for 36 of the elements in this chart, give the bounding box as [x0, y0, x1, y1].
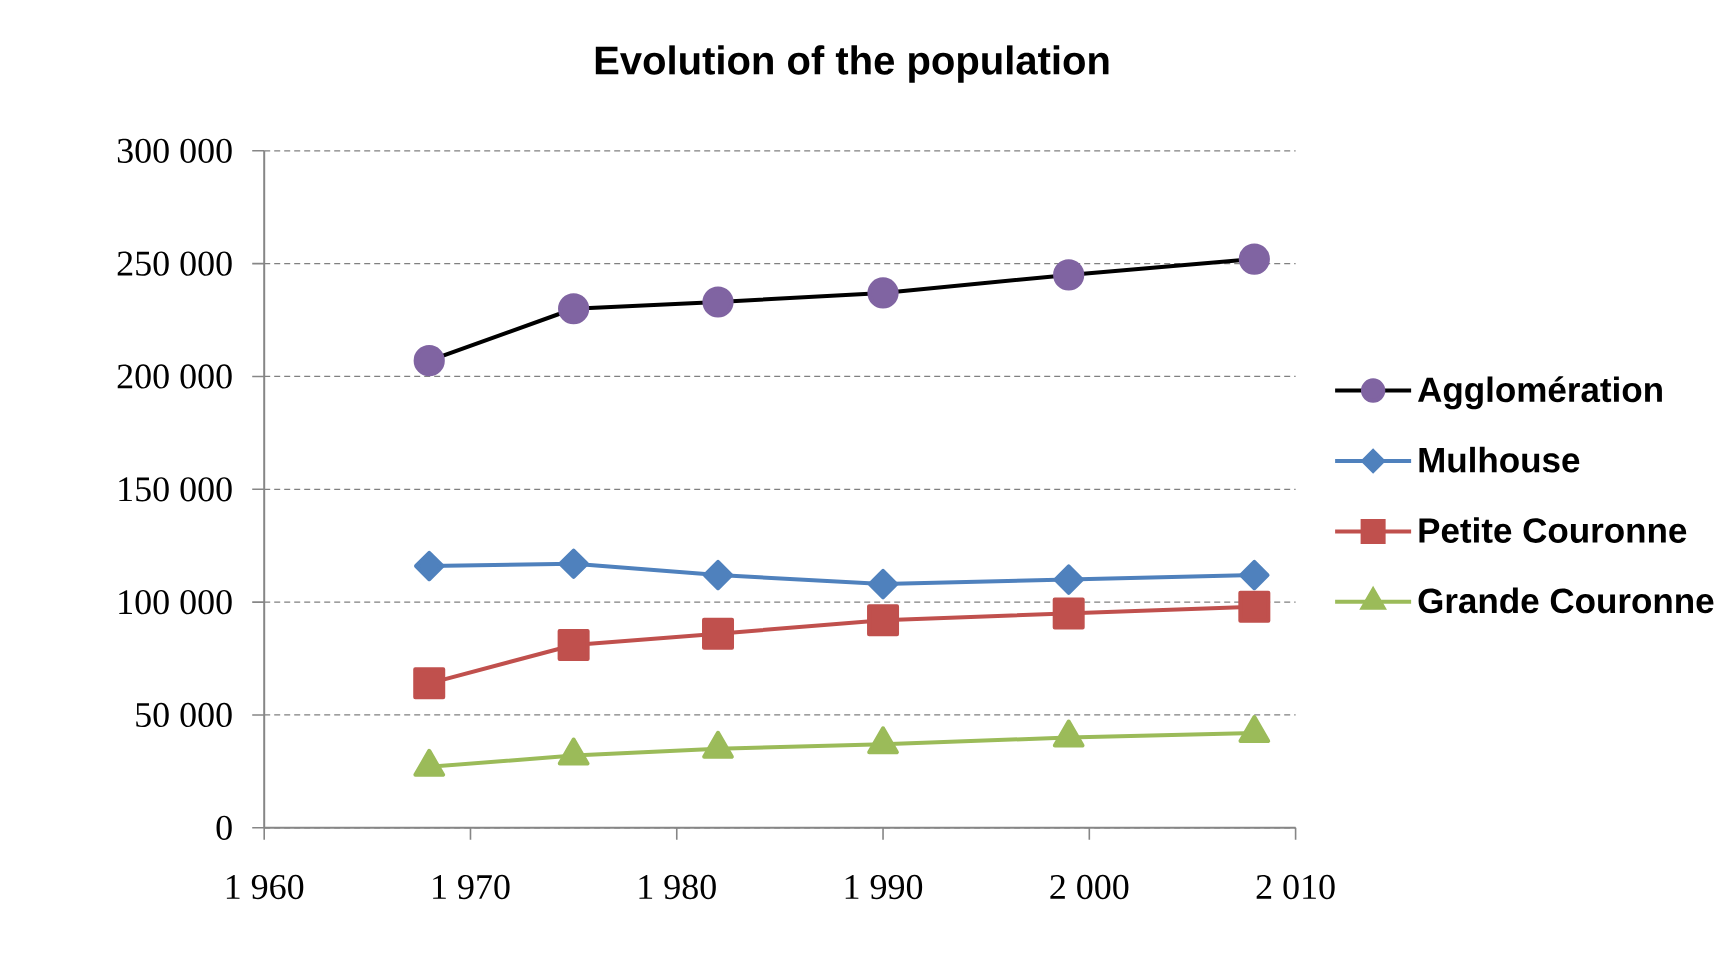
point — [413, 667, 446, 700]
x-tick-label: 2 010 — [1256, 874, 1335, 900]
y-tick-label: 100 000 — [119, 589, 232, 615]
chart-title: Evolution of the population — [595, 45, 1109, 83]
y-tick-label: 150 000 — [119, 477, 232, 502]
x-tick-label: 1 970 — [433, 874, 510, 900]
y-tick-label: 300 000 — [117, 138, 232, 163]
point — [558, 293, 590, 325]
y-tick-label: 200 000 — [117, 364, 232, 389]
point — [1053, 564, 1084, 595]
y-tick-label: 0 — [216, 815, 232, 840]
x-tick-label: 1 980 — [639, 874, 716, 900]
legend-label: Grande Couronne — [1418, 587, 1714, 614]
point — [558, 548, 589, 579]
y-tick-label: 50 000 — [136, 702, 232, 728]
point — [1052, 597, 1085, 630]
point — [702, 559, 734, 591]
x-tick-label: 2 000 — [1050, 874, 1129, 900]
x-tick-label: 1 960 — [226, 874, 304, 900]
point — [867, 568, 899, 600]
point — [1238, 590, 1271, 623]
point — [413, 345, 445, 377]
point — [702, 617, 735, 650]
legend-label: Mulhouse — [1419, 446, 1580, 473]
point — [702, 286, 734, 318]
legend-label: Agglomération — [1418, 376, 1662, 410]
point — [557, 629, 590, 661]
point — [867, 604, 900, 637]
legend-label: Petite Couronne — [1419, 517, 1687, 543]
point — [1239, 559, 1270, 591]
point — [1053, 259, 1085, 291]
x-tick-label: 1 990 — [845, 874, 923, 900]
point — [1238, 243, 1270, 275]
y-tick-label: 250 000 — [117, 251, 232, 276]
point — [414, 550, 445, 582]
point — [867, 277, 899, 309]
